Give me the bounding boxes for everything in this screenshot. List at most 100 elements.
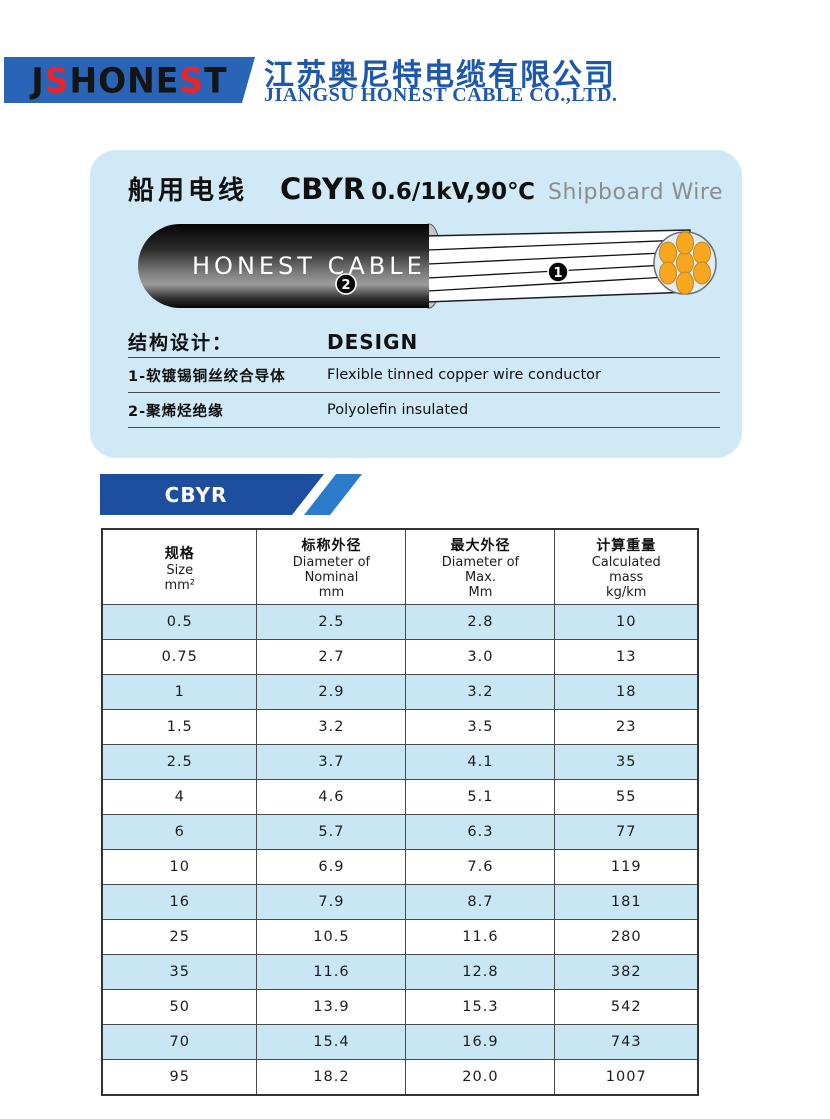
logo-letter: S [44,59,70,101]
company-name-cn: 江苏奥尼特电缆有限公司 [264,58,616,93]
spec-column-header: 计算重量 Calculated mass kg/km [554,528,699,605]
spec-cell: 10 [101,849,258,885]
spec-cell: 11.6 [405,919,556,955]
spec-cell: 18.2 [256,1059,407,1096]
spec-table-row: 25 10.5 11.6 280 [101,919,699,955]
copper-strand [676,251,694,275]
spec-cell: 119 [554,849,699,885]
copper-strand [693,241,711,265]
spec-table-row: 1 2.9 3.2 18 [101,674,699,710]
design-item-en: Polyolefin insulated [327,402,469,418]
design-heading-cn: 结构设计： [128,332,234,354]
design-item-cn: 2-聚烯烃绝缘 [128,403,224,420]
spec-cell: 10 [554,604,699,640]
design-heading-en: DESIGN [327,329,419,354]
product-title-cn: 船用电线 [128,176,249,206]
spec-cell: 2.7 [256,639,407,675]
spec-cell: 20.0 [405,1059,556,1096]
spec-cell: 4.1 [405,744,556,780]
spec-cell: 13 [554,639,699,675]
spec-cell: 55 [554,779,699,815]
spec-cell: 743 [554,1024,699,1060]
logo-letter: N [127,59,156,101]
spec-table-row: 50 13.9 15.3 542 [101,989,699,1025]
spec-cell: 1007 [554,1059,699,1096]
spec-table-row: 2.5 3.7 4.1 35 [101,744,699,780]
section-tab-dark-shape: CBYR [100,474,324,515]
copper-strand [659,241,677,265]
spec-cell: 11.6 [256,954,407,990]
product-title-en: Shipboard Wire [548,180,724,205]
design-item-en: Flexible tinned copper wire conductor [327,367,601,383]
svg-text:1: 1 [553,266,562,281]
spec-cell: 95 [101,1059,258,1096]
strand-line [427,239,685,251]
copper-strand [659,261,677,285]
marker-insulation: 2 [335,273,357,295]
spec-table-row: 6 5.7 6.3 77 [101,814,699,850]
spec-table-row: 35 11.6 12.8 382 [101,954,699,990]
spec-cell: 2.8 [405,604,556,640]
spec-cell: 6.3 [405,814,556,850]
spec-cell: 15.3 [405,989,556,1025]
spec-cell: 2.5 [256,604,407,640]
strand-line [427,275,685,292]
product-rating: 0.6/1kV,90℃ [371,179,536,205]
design-item-cn: 1-软镀锡铜丝绞合导体 [128,368,286,385]
spec-cell: 12.8 [405,954,556,990]
spec-cell: 1.5 [101,709,258,745]
cable-print-label: HONEST CABLE [192,252,426,280]
spec-table-header-row: 规格 Size mm² 标称外径 Diameter of Nominal mm 最大外径 Dia… [101,528,699,605]
logo-letter: O [98,59,128,101]
spec-cell: 10.5 [256,919,407,955]
spec-cell: 70 [101,1024,258,1060]
spec-column-header: 规格 Size mm² [101,528,258,605]
spec-cell: 280 [554,919,699,955]
logo-letter: S [179,59,205,101]
spec-cell: 7.6 [405,849,556,885]
spec-cell: 3.7 [256,744,407,780]
logo-letter: T [204,59,228,101]
cable-illustration: HONEST CABLE 2 1 [138,223,717,309]
spec-cell: 0.75 [101,639,258,675]
spec-cell: 50 [101,989,258,1025]
spec-cell: 23 [554,709,699,745]
spec-table-row: 16 7.9 8.7 181 [101,884,699,920]
design-item: 1-软镀锡铜丝绞合导体 Flexible tinned copper wire c… [128,358,720,393]
copper-strand [676,231,694,255]
logo-letter: J [31,59,45,101]
spec-cell: 3.5 [405,709,556,745]
section-tab-cbyr: CBYR [100,474,380,515]
spec-column-header: 最大外径 Diameter of Max. Mm [405,528,556,605]
spec-cell: 2.5 [101,744,258,780]
spec-cell: 4 [101,779,258,815]
spec-table-row: 0.75 2.7 3.0 13 [101,639,699,675]
spec-cell: 35 [101,954,258,990]
spec-cell: 16 [101,884,258,920]
spec-column-header: 标称外径 Diameter of Nominal mm [256,528,407,605]
brand-logo-banner: JSHONEST [4,57,255,103]
spec-cell: 13.9 [256,989,407,1025]
spec-cell: 5.7 [256,814,407,850]
spec-cell: 6.9 [256,849,407,885]
spec-cell: 3.2 [405,674,556,710]
spec-table-row: 0.5 2.5 2.8 10 [101,604,699,640]
spec-cell: 542 [554,989,699,1025]
spec-cell: 1 [101,674,258,710]
spec-table-row: 70 15.4 16.9 743 [101,1024,699,1060]
logo-letter: H [69,59,99,101]
logo-letter: E [155,59,180,101]
marker-conductor: 1 [547,261,569,283]
strand-line [427,251,685,265]
product-title: 船用电线 CBYR 0.6/1kV,90℃ Shipboard Wire [128,170,723,207]
company-name-en: JIANGSU HONEST CABLE CO.,LTD. [264,84,618,106]
spec-cell: 3.0 [405,639,556,675]
brand-logo-text: JSHONEST [31,63,227,98]
spec-cell: 3.2 [256,709,407,745]
spec-cell: 0.5 [101,604,258,640]
design-heading: 结构设计： DESIGN [128,326,720,358]
spec-cell: 382 [554,954,699,990]
copper-strand [693,261,711,285]
copper-strand [676,271,694,295]
spec-cell: 181 [554,884,699,920]
